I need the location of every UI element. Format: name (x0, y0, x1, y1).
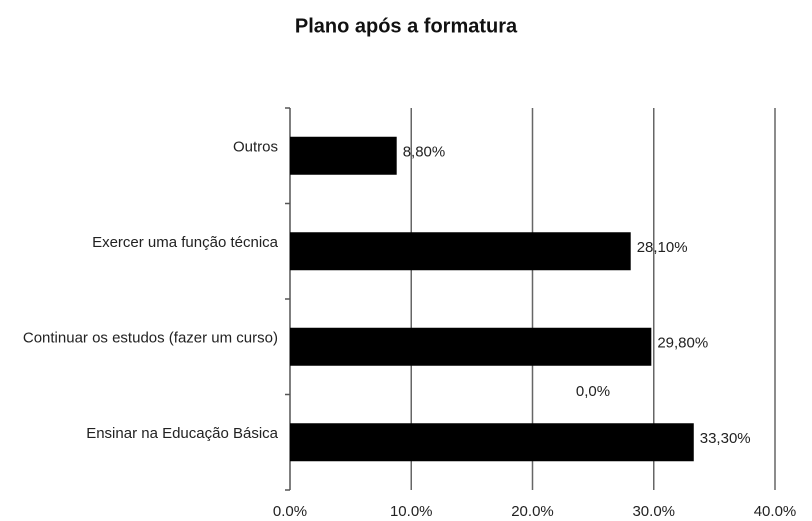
y-tick-label: Outros (233, 139, 278, 156)
chart-title: Plano após a formatura (295, 15, 518, 37)
annotation: 0,0% (576, 383, 610, 400)
x-tick-label: 30.0% (632, 503, 675, 520)
y-tick-label: Continuar os estudos (fazer um curso) (23, 330, 278, 347)
bar (290, 232, 631, 271)
y-tick-label: Exercer uma função técnica (92, 234, 279, 251)
bar (290, 423, 694, 462)
value-label: 33,30% (700, 430, 751, 447)
y-tick-label: Ensinar na Educação Básica (86, 425, 278, 442)
bar (290, 327, 652, 366)
value-label: 8,80% (403, 144, 446, 161)
x-tick-label: 40.0% (754, 503, 797, 520)
x-tick-label: 0.0% (273, 503, 307, 520)
value-label: 28,10% (637, 239, 688, 256)
bar (290, 136, 397, 175)
x-tick-label: 20.0% (511, 503, 554, 520)
value-label: 29,80% (657, 335, 708, 352)
x-tick-label: 10.0% (390, 503, 433, 520)
